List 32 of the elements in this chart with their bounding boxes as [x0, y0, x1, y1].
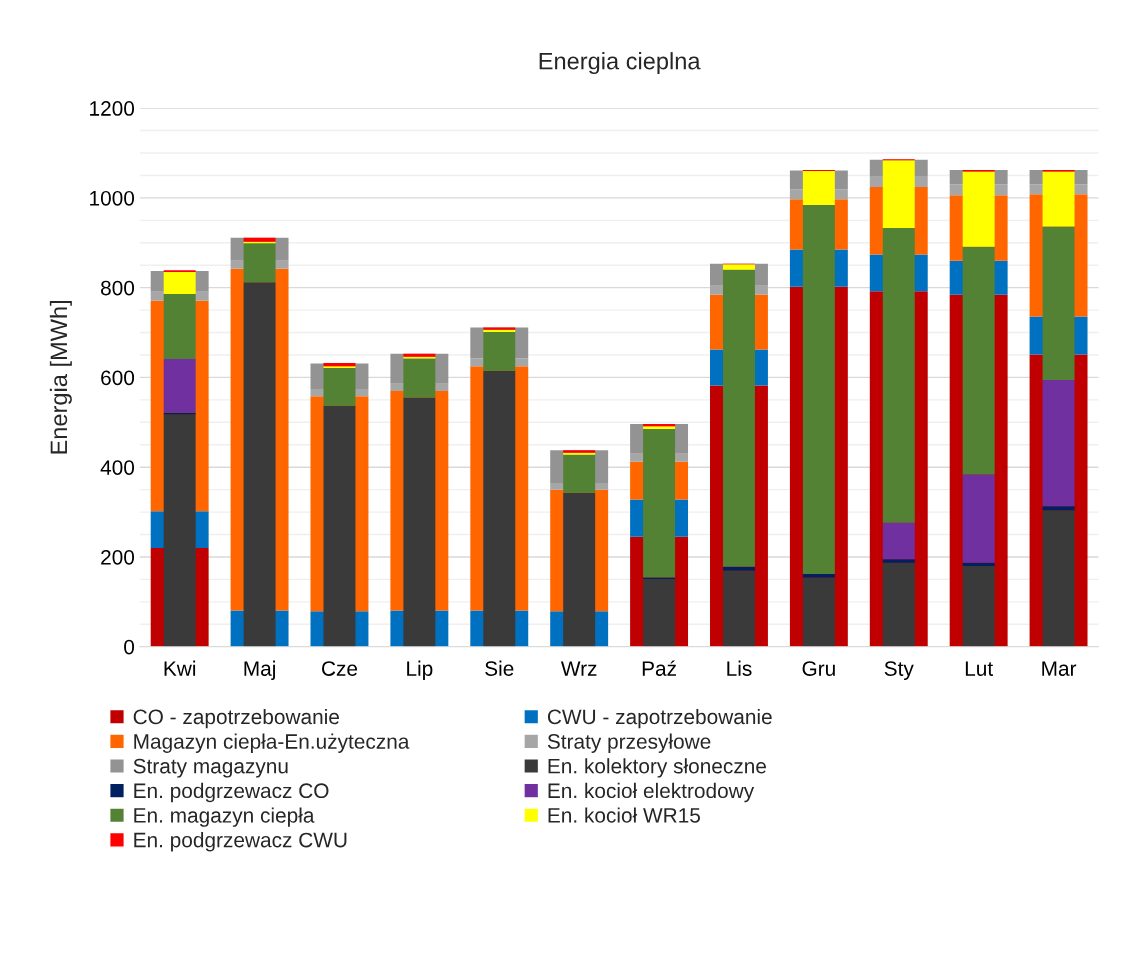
y-tick-label: 800	[101, 280, 135, 296]
y-tick-label: 0	[124, 639, 135, 655]
y-axis-title: Energia [MWh]	[49, 301, 72, 454]
y-tick-label: 200	[101, 549, 135, 565]
x-tick-label: Sty	[884, 661, 914, 681]
x-tick-label: Maj	[244, 660, 275, 681]
y-tick-label: 1000	[90, 190, 135, 206]
legend-label: CO - zapotrzebowanie	[133, 708, 339, 729]
legend-label: En. kolektory słoneczne	[548, 758, 766, 778]
y-tick-label: 600	[101, 370, 135, 386]
x-tick-label: Sie	[485, 660, 514, 676]
legend-label: En. magazyn ciepła	[134, 807, 315, 827]
legend-label: Straty przesyłowe	[547, 733, 711, 753]
x-tick-label: Lis	[727, 660, 752, 676]
legend-label: En. kocioł elektrodowy	[548, 782, 755, 803]
x-tick-label: Mar	[1042, 661, 1077, 676]
x-tick-label: Lip	[407, 660, 433, 681]
x-tick-label: Kwi	[164, 660, 196, 676]
x-tick-label: Gru	[802, 661, 835, 676]
legend-label: En. podgrzewacz CO	[134, 782, 329, 803]
x-tick-label: Lut	[965, 661, 993, 676]
x-tick-label: Paź	[642, 660, 676, 676]
legend-label: En. podgrzewacz CWU	[134, 832, 347, 852]
legend-label: Straty magazynu	[133, 758, 288, 778]
y-tick-label: 1200	[90, 101, 135, 116]
legend-label: En. kocioł WR15	[548, 807, 700, 823]
legend-label: Magazyn ciepła-En.użyteczna	[134, 733, 410, 753]
y-tick-label: 400	[100, 460, 135, 475]
chart-title: Energia cieplna	[539, 52, 701, 75]
x-tick-label: Wrz	[560, 661, 597, 676]
legend-label: CWU - zapotrzebowanie	[547, 708, 772, 729]
x-tick-label: Cze	[322, 661, 358, 676]
